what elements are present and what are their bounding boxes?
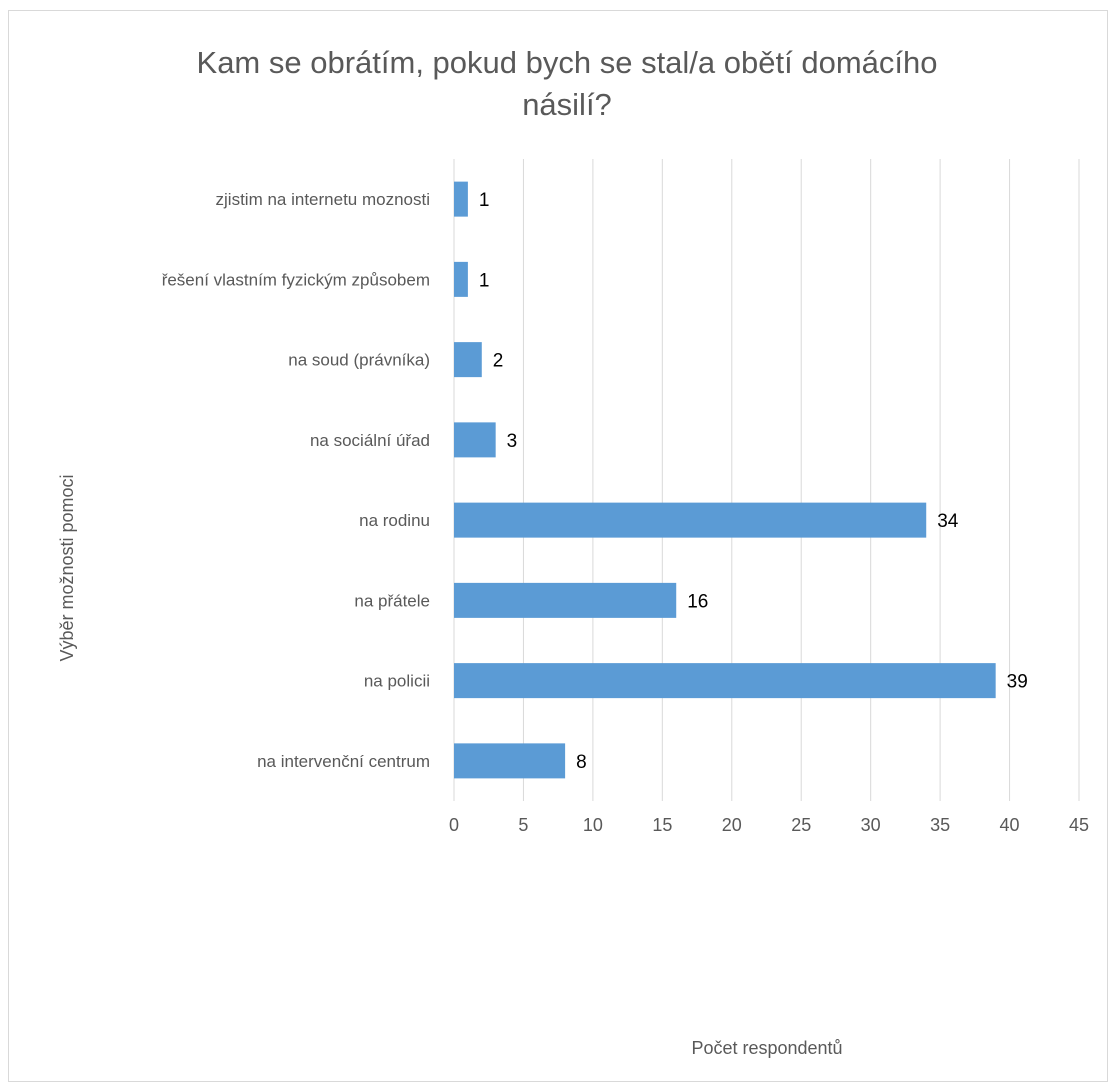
bar (454, 181, 468, 217)
category-label: zjistim na internetu moznosti (216, 190, 430, 209)
category-label: na soud (právníka) (288, 351, 430, 370)
x-tick-label: 15 (652, 815, 672, 835)
bar-value-label: 1 (479, 190, 490, 211)
x-tick-label: 40 (1000, 815, 1020, 835)
x-tick-label: 30 (861, 815, 881, 835)
chart-title-line-2: násilí? (522, 87, 612, 122)
category-label: na rodinu (359, 511, 430, 530)
x-axis-title: Počet respondentů (691, 1038, 842, 1058)
x-tick-label: 35 (930, 815, 950, 835)
x-tick-label: 5 (518, 815, 528, 835)
category-label: na přátele (354, 591, 430, 610)
chart-svg: Kam se obrátím, pokud bych se stal/a obě… (57, 45, 1089, 1058)
gridlines (453, 159, 1080, 801)
x-tick-label: 45 (1069, 815, 1089, 835)
value-labels: 1 1 2 3 34 16 39 8 (479, 190, 1028, 773)
bar-value-label: 8 (576, 752, 587, 773)
bar (454, 663, 996, 699)
bar-value-label: 2 (493, 351, 504, 372)
bar-value-label: 39 (1007, 672, 1028, 693)
bar-value-label: 1 (479, 270, 490, 291)
category-label: na policii (364, 672, 430, 691)
y-axis-title: Výběr možnosti pomoci (57, 474, 77, 661)
bar-value-label: 34 (937, 511, 959, 532)
x-tick-label: 10 (583, 815, 603, 835)
category-label: řešení vlastním fyzickým způsobem (162, 270, 430, 289)
bar (454, 502, 927, 538)
x-tick-label: 20 (722, 815, 742, 835)
x-tick-label: 0 (449, 815, 459, 835)
bar (454, 422, 496, 458)
bar (454, 261, 468, 297)
chart-title: Kam se obrátím, pokud bych se stal/a obě… (197, 45, 938, 122)
chart-title-line-1: Kam se obrátím, pokud bych se stal/a obě… (197, 45, 938, 80)
bar-value-label: 16 (687, 591, 708, 612)
category-label: na sociální úřad (310, 431, 430, 450)
bar (454, 342, 482, 378)
chart-frame: Kam se obrátím, pokud bych se stal/a obě… (8, 10, 1108, 1082)
bar (454, 743, 566, 779)
bars (454, 181, 996, 779)
x-tick-labels: 0 5 10 15 20 25 30 35 40 45 (449, 815, 1089, 835)
bar (454, 582, 677, 618)
x-tick-label: 25 (791, 815, 811, 835)
category-label: na intervenční centrum (257, 752, 430, 771)
bar-value-label: 3 (507, 431, 518, 452)
category-labels: zjistim na internetu moznosti řešení vlas… (162, 190, 430, 771)
